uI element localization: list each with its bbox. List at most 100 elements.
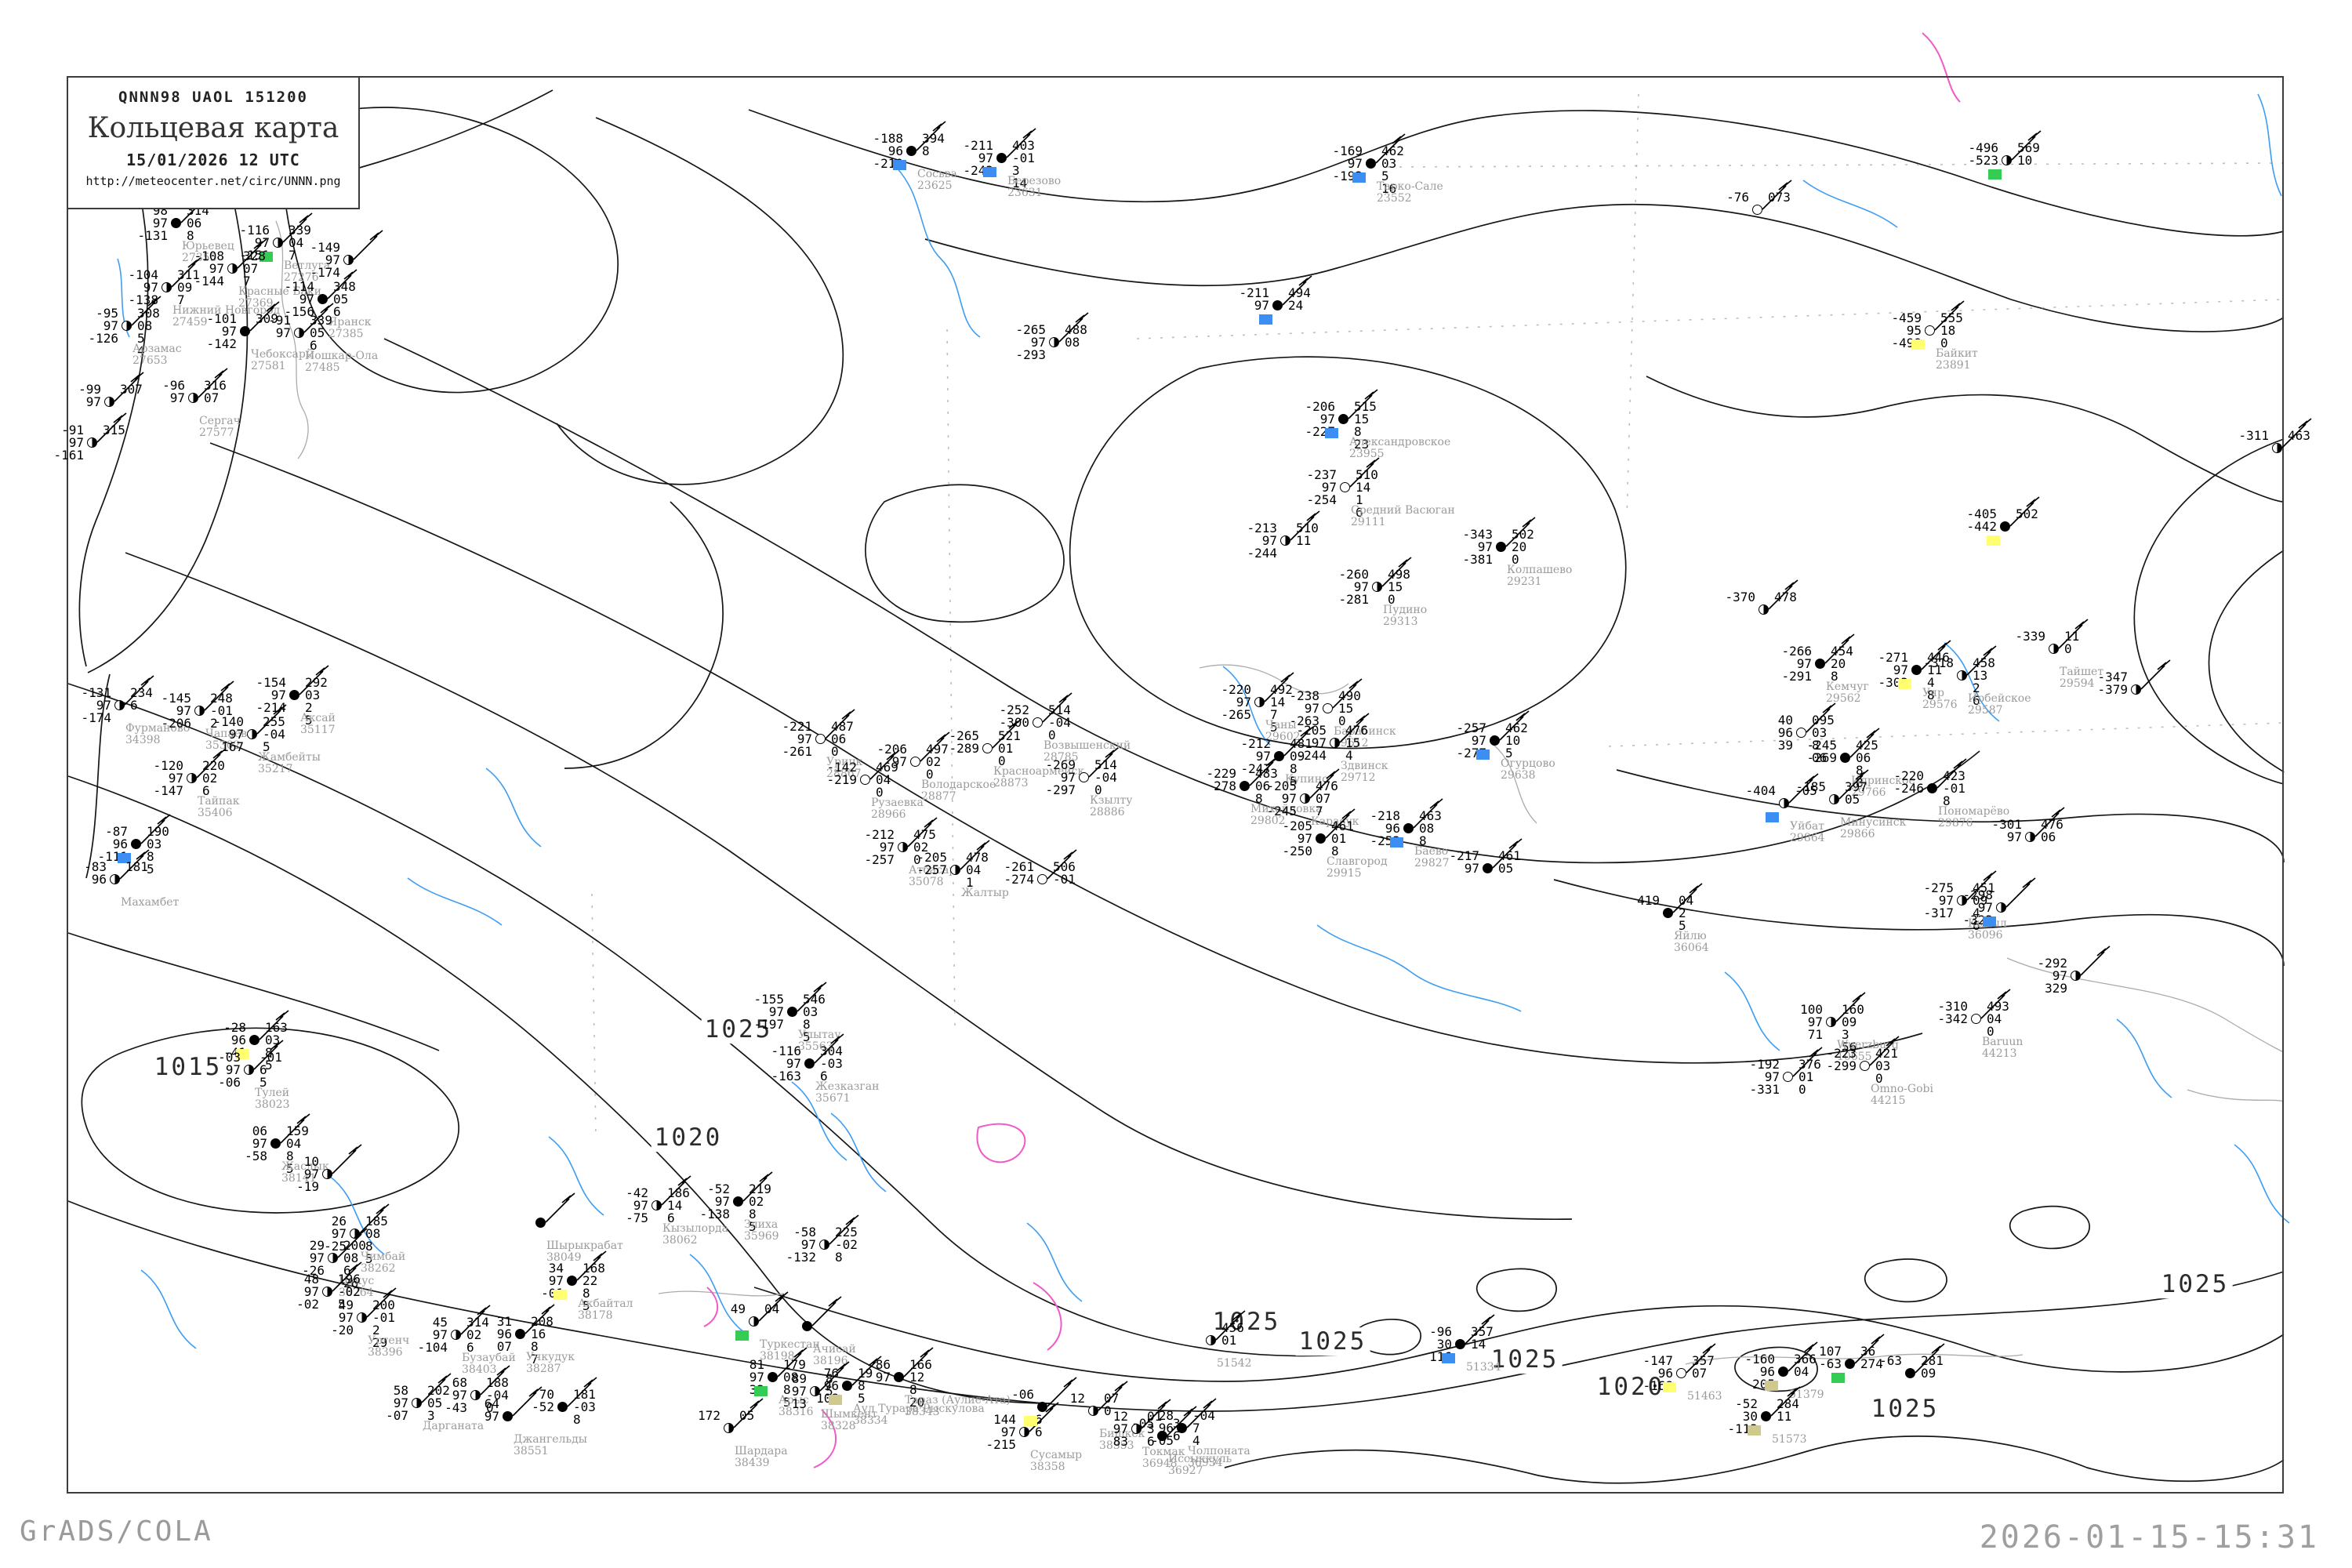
station-right-values: 546 03 8 5 [803,992,826,1044]
station-name-label: Огурцово 29638 [1501,757,1555,782]
wind-barb-icon [1282,275,1312,306]
station-name-label: Тараз (Аулие-Ата) 38343 [905,1394,1011,1418]
station-name-label: Уйбат 29864 [1790,820,1825,844]
station-cloud-cover-icon [122,321,132,331]
station-name-label: Ирбейское 29587 [1968,692,2031,717]
station-left-values: -496 -523 [1968,140,1998,168]
station-name-label: Бузаубай 38403 [462,1352,516,1376]
station-cloud-cover-icon [1254,697,1265,707]
station-name-label: Жезказган 35671 [815,1080,880,1105]
station-right-values: 284 11 [1777,1396,1799,1424]
station-name-label: Нижний Новгород 27459 [172,304,281,328]
station-cloud-cover-icon [104,397,114,407]
geo-border-lines [275,220,2285,1365]
station-left-values: 28 96 -05 [1151,1408,1174,1448]
station-cloud-cover-icon [2025,832,2035,842]
station-left-values: -311 [2238,428,2269,443]
station-right-values: 366 04 [1794,1352,1817,1379]
station-left-values: -237 97 -254 [1306,467,1337,507]
wind-barb-icon [1465,1314,1495,1345]
station-cloud-cover-icon [1240,781,1250,791]
station-name-label: Карасук [1311,815,1359,828]
isobar-label-1025: 1025 [1209,1308,1284,1337]
station-left-values: 107 -63 [1819,1344,1842,1371]
wind-barb-icon [1686,1343,1716,1374]
station-cloud-cover-icon [1037,1402,1047,1412]
wind-barb-icon [1349,457,1380,488]
wind-barb-icon [777,1347,808,1377]
station-right-values: 478 [1774,590,1797,604]
isobar-label-1025: 1025 [1867,1395,1943,1424]
wind-barb-icon [545,1192,575,1223]
station-name-label: Здвинск 29712 [1341,760,1388,784]
station-right-values: 200 -01 2 29 [372,1298,395,1350]
station-right-values: 307 [120,382,143,397]
station-right-values: 225 -02 8 [835,1225,858,1265]
station-name-label: Сосьва 23625 [917,168,957,192]
isobar-label-1025: 1025 [1295,1327,1370,1356]
wind-barb-icon [524,1304,555,1334]
wind-barb-icon [282,212,313,243]
station-left-values: -260 97 -281 [1338,567,1369,607]
wind-barb-icon [131,296,162,326]
station-right-values: 403 -01 3 14 [1012,138,1035,191]
station-cloud-cover-icon [906,146,916,156]
station-left-values: 48 97 -02 [296,1272,319,1312]
station-left-values: -252 -300 [999,702,1029,730]
station-name-label: 51379 [1789,1388,1824,1401]
station-name-label: Чебоксары 27581 [251,348,315,372]
wind-barb-icon [661,1175,691,1206]
station-cloud-cover-icon [1490,735,1500,746]
station-left-values: -108 97 -144 [194,249,224,289]
wind-barb-icon [1492,838,1523,869]
wind-barb-icon [811,1296,842,1327]
station-weather-square-green [1831,1373,1845,1383]
wind-barb-icon [1806,702,1836,733]
station-left-values: -114 97 -156 [284,279,314,319]
station-name-label: Аул Турара Рыскулова 38334 [853,1403,985,1427]
wind-barb-icon [742,1171,773,1202]
station-left-values: -238 97 -263 [1289,688,1319,728]
station-cloud-cover-icon [1925,325,1935,336]
station-right-values: -04 7 4 [1192,1408,1215,1448]
station-cloud-cover-icon [2000,521,2010,532]
station-name-label: Тайпак 35406 [198,795,240,819]
station-right-values: 160 09 3 56 [1842,1002,1864,1054]
wind-barb-icon [903,1347,934,1377]
wind-barb-icon [1088,747,1119,778]
station-cloud-cover-icon [188,393,198,403]
station-right-values: 454 20 8 [1831,644,1853,684]
station-name-label: Baruun 44213 [1982,1036,2024,1060]
station-cloud-cover-icon [1157,1431,1167,1441]
wind-barb-icon [920,731,950,762]
wind-barb-icon [1672,883,1703,913]
station-name-label: Идринское 29766 [1851,775,1915,799]
station-left-values: -101 97 -142 [206,311,237,351]
station-weather-square-blue [1983,916,1996,927]
station-right-values: 458 13 2 6 [1973,655,1995,708]
isobar-label-1015: 1015 [151,1053,226,1082]
station-name-label: 51334 [1466,1361,1501,1374]
station-left-values: 10 97 -19 [296,1154,319,1194]
wind-barb-icon [1290,510,1320,541]
station-left-values: -155 97 -197 [753,992,784,1032]
station-left-values: -229 278 [1206,766,1236,793]
wind-barb-icon [2011,130,2042,161]
station-weather-square-blue [1259,314,1272,325]
wind-barb-icon [249,301,280,332]
station-name-label: Акбайтал 38178 [578,1298,633,1322]
station-left-values: -83 96 [84,859,107,887]
station-cloud-cover-icon [318,294,328,304]
station-left-values: -76 [1726,190,1749,205]
station-cloud-cover-icon [1905,1368,1915,1378]
station-left-values: -221 97 -261 [782,719,812,759]
station-name-label: Возвышенский 28785 [1044,739,1131,764]
station-right-values: 521 01 0 [998,728,1021,768]
station-left-values: -96 97 [162,378,185,405]
wind-barb-icon [1006,128,1036,158]
station-right-values: 202 05 3 [427,1383,450,1423]
station-name-label: Шардара 38439 [735,1445,788,1469]
station-right-values: 487 06 0 [831,719,854,759]
station-cloud-cover-icon [768,1372,778,1382]
station-weather-square-blue [118,853,131,863]
